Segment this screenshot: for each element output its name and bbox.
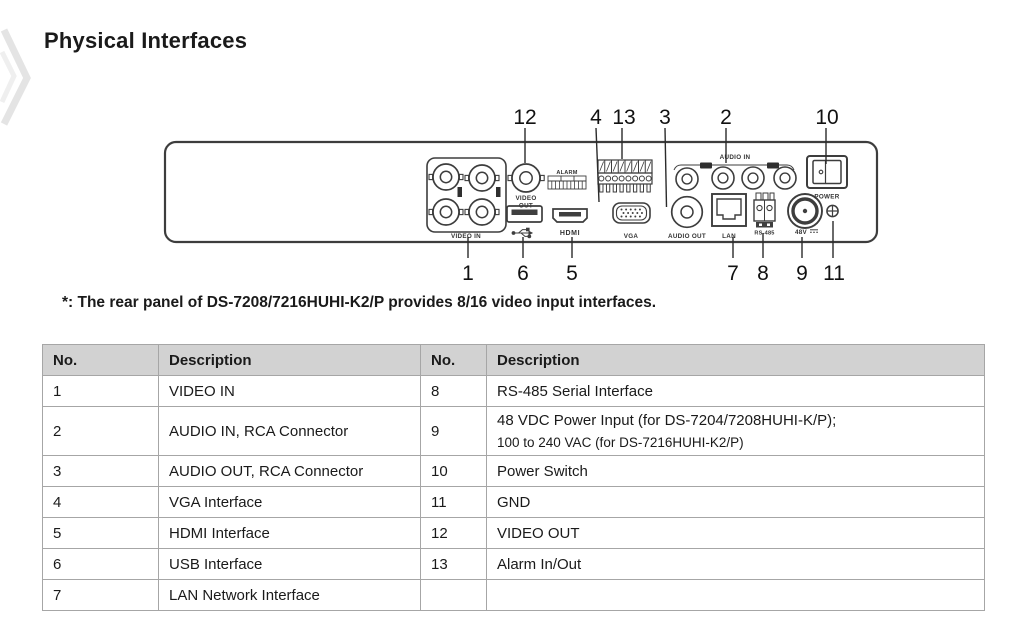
cell-no-left: 2 — [42, 406, 159, 456]
callout-2: 2 — [720, 106, 732, 129]
power-label: POWER — [814, 194, 839, 201]
table-row: 3 AUDIO OUT, RCA Connector 10 Power Switch — [42, 455, 985, 487]
cell-desc-right: Alarm In/Out — [486, 548, 985, 580]
cell-no-left: 5 — [42, 517, 159, 549]
video-in-label: VIDEO IN — [451, 233, 481, 240]
panel-note: *: The rear panel of DS-7208/7216HUHI-K2… — [62, 294, 657, 311]
callout-9: 9 — [796, 262, 808, 285]
callout-5: 5 — [566, 262, 578, 285]
page-title: Physical Interfaces — [44, 28, 248, 53]
callout-6: 6 — [517, 262, 529, 285]
alarm-terminal-block — [597, 159, 653, 193]
table-row: 4 VGA Interface 11 GND — [42, 486, 985, 518]
gnd-screw — [826, 204, 839, 218]
power-input-jack: 48V — [787, 193, 823, 236]
video-out-label-1: VIDEO — [515, 195, 536, 202]
audio-out-label: AUDIO OUT — [668, 233, 706, 240]
cell-no-right — [420, 579, 487, 611]
cell-desc-left: LAN Network Interface — [158, 579, 421, 611]
panel-outline — [163, 140, 879, 244]
hdmi-label: HDMI — [560, 230, 580, 237]
cell-desc-left: AUDIO IN, RCA Connector — [158, 406, 421, 456]
cell-desc-right — [486, 579, 985, 611]
cell-desc-right: Power Switch — [486, 455, 985, 487]
rear-panel-diagram: VIDEO IN VIDEO OUT HDMI ALARM — [140, 90, 920, 290]
cell-desc-right: RS-485 Serial Interface — [486, 375, 985, 407]
alarm-strip: ALARM — [547, 170, 587, 190]
callout-lines-top — [524, 127, 827, 208]
lan-label: LAN — [722, 233, 736, 240]
power-switch: POWER — [806, 155, 848, 201]
callout-8: 8 — [757, 262, 769, 285]
cell-desc-left: VGA Interface — [158, 486, 421, 518]
cell-no-left: 7 — [42, 579, 159, 611]
cell-no-left: 6 — [42, 548, 159, 580]
power-input-label: 48V — [795, 229, 808, 236]
hdmi-port: HDMI — [552, 208, 588, 237]
callout-1: 1 — [462, 262, 474, 285]
cell-no-right: 8 — [420, 375, 487, 407]
vga-port: VGA — [612, 202, 651, 240]
audio-in-label: AUDIO IN — [720, 154, 751, 161]
rs485-terminal: RS-485 — [753, 192, 776, 237]
cell-desc-right: VIDEO OUT — [486, 517, 985, 549]
interface-table-body: 1 VIDEO IN 8 RS-485 Serial Interface 2 AUDIO … — [42, 375, 985, 611]
header-no-right: No. — [420, 344, 487, 376]
table-row: 5 HDMI Interface 12 VIDEO OUT — [42, 517, 985, 549]
cell-no-left: 1 — [42, 375, 159, 407]
lan-port: LAN — [711, 193, 747, 240]
usb-port — [506, 205, 543, 239]
video-out-connector: VIDEO OUT — [507, 163, 545, 210]
cell-desc-right: GND — [486, 486, 985, 518]
corner-chevron-decoration — [0, 28, 31, 126]
callout-7: 7 — [727, 262, 739, 285]
alarm-label: ALARM — [556, 170, 577, 176]
callout-4: 4 — [590, 106, 602, 129]
cell-no-left: 3 — [42, 455, 159, 487]
cell-no-right: 10 — [420, 455, 487, 487]
table-header-row: No. Description No. Description — [42, 344, 985, 376]
cell-no-right: 11 — [420, 486, 487, 518]
cell-desc-left: USB Interface — [158, 548, 421, 580]
header-no-left: No. — [42, 344, 159, 376]
audio-in-connectors: AUDIO IN — [673, 154, 797, 191]
audio-out-connector: AUDIO OUT — [668, 195, 706, 240]
table-row: 6 USB Interface 13 Alarm In/Out — [42, 548, 985, 580]
table-row: 1 VIDEO IN 8 RS-485 Serial Interface — [42, 375, 985, 407]
cell-no-right: 12 — [420, 517, 487, 549]
callout-12: 12 — [513, 106, 536, 129]
cell-desc-left: VIDEO IN — [158, 375, 421, 407]
video-in-connectors: VIDEO IN — [426, 157, 507, 240]
cell-no-right: 9 — [420, 406, 487, 456]
cell-no-left: 4 — [42, 486, 159, 518]
callout-3: 3 — [659, 106, 671, 129]
callout-numbers-bottom: 1 6 5 7 8 9 11 — [462, 262, 845, 285]
interface-table: No. Description No. Description 1 VIDEO I… — [42, 344, 985, 611]
callout-lines-bottom — [467, 221, 834, 258]
usb-icon — [511, 227, 534, 239]
cell-desc-left: HDMI Interface — [158, 517, 421, 549]
callout-11: 11 — [823, 262, 845, 285]
callout-10: 10 — [815, 106, 838, 129]
callout-13: 13 — [612, 106, 635, 129]
cell-desc-right: 48 VDC Power Input (for DS-7204/7208HUHI… — [486, 406, 985, 456]
cell-desc-left: AUDIO OUT, RCA Connector — [158, 455, 421, 487]
cell-no-right: 13 — [420, 548, 487, 580]
header-desc-left: Description — [158, 344, 421, 376]
header-desc-right: Description — [486, 344, 985, 376]
vga-label: VGA — [624, 233, 639, 240]
callout-numbers-top: 12 4 13 3 2 10 — [513, 106, 838, 129]
table-row: 2 AUDIO IN, RCA Connector 9 48 VDC Power In… — [42, 406, 985, 456]
interface-table-container: No. Description No. Description 1 VIDEO I… — [42, 344, 985, 611]
table-row: 7 LAN Network Interface — [42, 579, 985, 611]
rs485-label: RS-485 — [754, 231, 774, 237]
